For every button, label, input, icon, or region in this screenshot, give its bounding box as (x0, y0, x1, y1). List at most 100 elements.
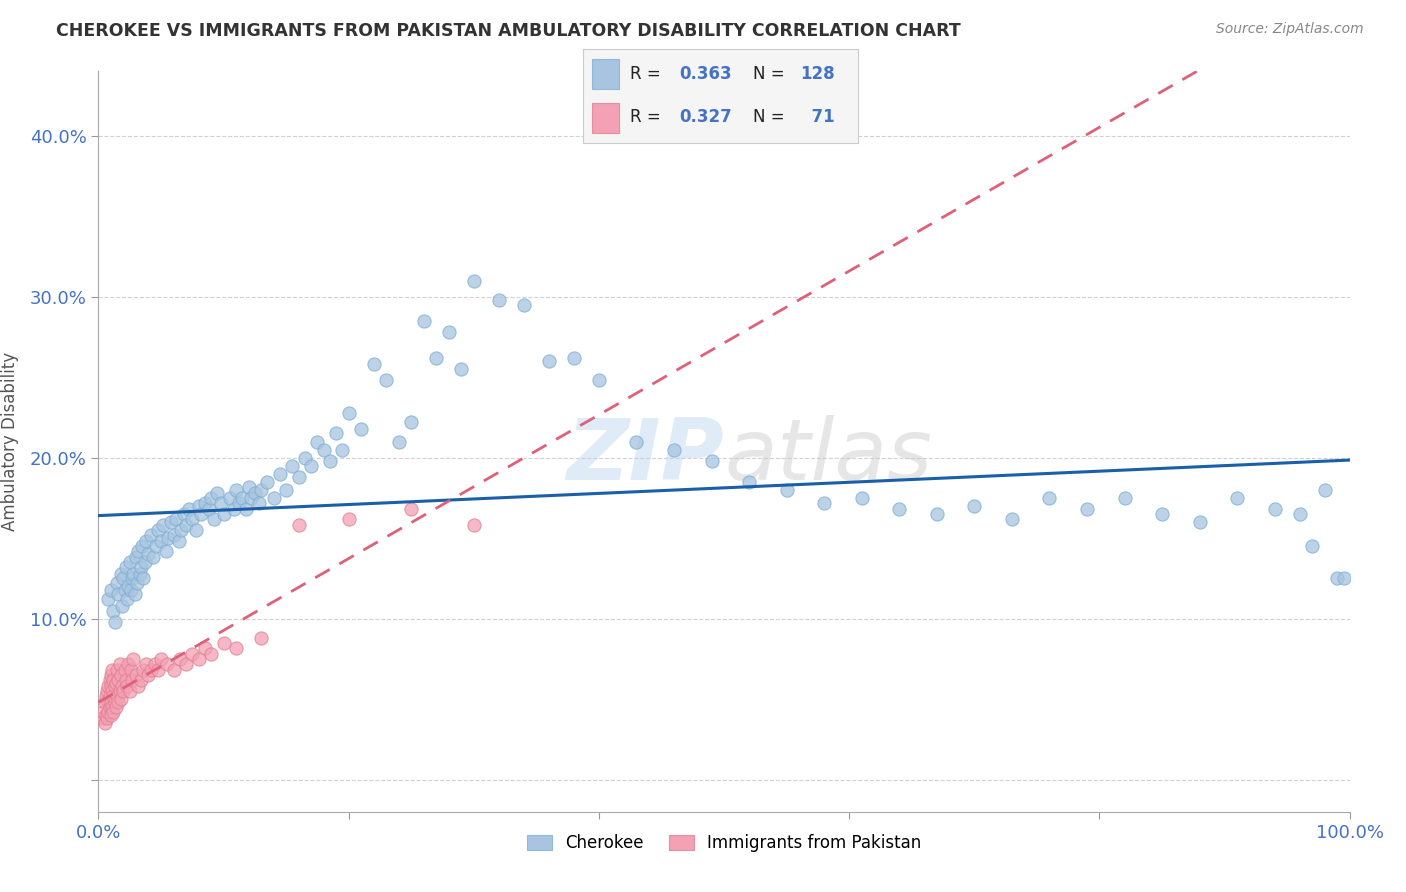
Point (110, 566, 132, 581)
Point (225, 483, 247, 497)
Point (963, 499, 986, 513)
Point (111, 679, 134, 693)
Point (240, 491, 263, 505)
Point (425, 351, 447, 365)
Text: Source: ZipAtlas.com: Source: ZipAtlas.com (1216, 22, 1364, 37)
Point (662, 442, 685, 457)
Point (115, 679, 138, 693)
Point (588, 373, 610, 387)
Point (93, 716, 115, 731)
Point (177, 502, 200, 516)
Point (96, 684, 118, 698)
Point (135, 657, 157, 671)
Point (107, 695, 129, 709)
Point (212, 507, 235, 521)
Point (101, 663, 124, 677)
Point (174, 518, 197, 533)
Point (375, 373, 398, 387)
Point (401, 502, 423, 516)
Point (225, 640, 247, 655)
Point (194, 640, 217, 655)
Text: 0.327: 0.327 (679, 109, 733, 127)
Point (256, 475, 278, 489)
Point (700, 454, 723, 468)
Point (100, 679, 122, 693)
Point (388, 434, 411, 449)
Point (100, 708, 122, 723)
Point (194, 496, 217, 510)
Point (319, 454, 342, 468)
Point (148, 663, 170, 677)
Point (562, 351, 585, 365)
Point (287, 470, 309, 484)
Point (200, 647, 222, 661)
Text: 128: 128 (800, 65, 835, 83)
Point (105, 689, 128, 703)
Point (1114, 491, 1136, 505)
Point (98, 700, 121, 714)
Point (125, 668, 148, 682)
Point (127, 679, 149, 693)
Point (243, 486, 266, 500)
Point (100, 695, 122, 709)
Point (121, 673, 143, 687)
Point (97, 679, 120, 693)
Point (1333, 571, 1355, 585)
Point (104, 700, 127, 714)
Point (127, 576, 149, 591)
Point (412, 314, 434, 328)
FancyBboxPatch shape (592, 103, 619, 134)
Point (110, 692, 132, 706)
Point (1038, 491, 1060, 505)
Text: N =: N = (754, 65, 790, 83)
Point (231, 491, 253, 505)
Point (228, 496, 250, 510)
Point (170, 523, 193, 537)
Point (1288, 507, 1310, 521)
Point (108, 657, 131, 671)
Point (889, 502, 911, 516)
Point (103, 673, 125, 687)
Point (181, 512, 204, 526)
Point (337, 512, 360, 526)
Point (1301, 539, 1323, 553)
Point (1076, 502, 1098, 516)
Point (925, 507, 948, 521)
Text: ZIP: ZIP (567, 415, 724, 498)
Point (1326, 571, 1348, 585)
Point (94, 689, 117, 703)
Y-axis label: Ambulatory Disability: Ambulatory Disability (0, 352, 18, 531)
Point (101, 684, 124, 698)
Point (97, 705, 120, 719)
Point (235, 502, 257, 516)
Point (132, 571, 155, 585)
Point (107, 673, 129, 687)
Point (105, 576, 128, 591)
Point (104, 676, 127, 690)
Point (93, 695, 115, 709)
Point (118, 555, 141, 569)
Point (122, 566, 145, 581)
Point (132, 663, 155, 677)
Point (197, 502, 219, 516)
Point (100, 668, 122, 682)
Point (162, 528, 184, 542)
Point (128, 566, 150, 581)
Point (450, 362, 472, 376)
Point (100, 582, 122, 597)
Point (1226, 491, 1249, 505)
Point (107, 587, 129, 601)
Point (103, 603, 125, 617)
Text: R =: R = (630, 65, 666, 83)
Point (125, 550, 148, 565)
Point (98, 673, 121, 687)
Point (96, 711, 118, 725)
Point (108, 684, 131, 698)
Point (117, 579, 139, 593)
Point (165, 512, 187, 526)
FancyBboxPatch shape (592, 60, 619, 89)
Point (110, 668, 132, 682)
Point (105, 663, 128, 677)
Point (150, 652, 173, 666)
Point (156, 657, 179, 671)
